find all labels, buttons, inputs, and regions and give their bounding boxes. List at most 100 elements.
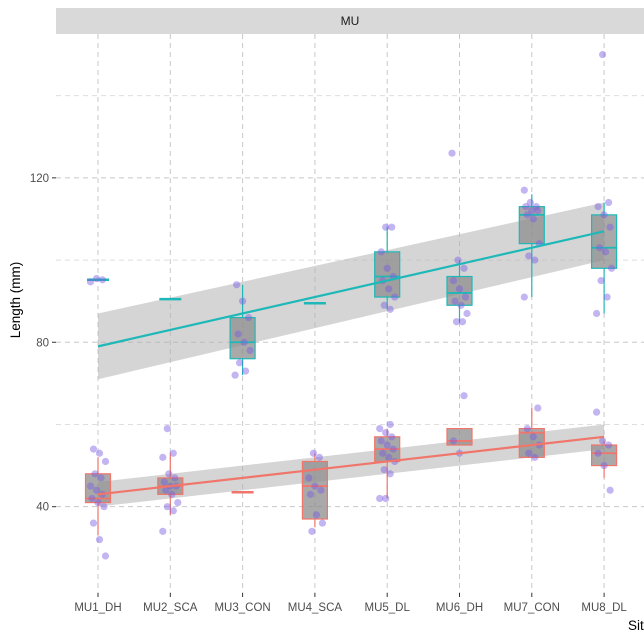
data-point	[305, 474, 313, 482]
data-point	[174, 498, 182, 507]
data-point	[98, 276, 107, 284]
data-point	[101, 552, 110, 560]
boxplot-box	[518, 206, 545, 245]
data-point	[311, 482, 319, 490]
data-point	[88, 494, 96, 503]
data-point	[597, 277, 605, 285]
y-tick-label: 40	[36, 502, 49, 514]
data-point	[376, 424, 384, 433]
data-point	[454, 256, 462, 264]
y-tick-label: 120	[30, 173, 49, 185]
data-point	[448, 149, 456, 157]
data-point	[318, 519, 326, 527]
y-tick-label: 80	[36, 337, 49, 349]
data-point	[606, 223, 614, 231]
data-point	[534, 404, 542, 412]
data-point	[306, 490, 314, 498]
data-point	[449, 437, 458, 445]
data-point	[159, 453, 167, 461]
data-point	[246, 346, 254, 355]
data-point	[388, 433, 396, 441]
data-point	[525, 449, 533, 457]
data-point	[315, 453, 323, 461]
boxplot-box	[590, 214, 618, 269]
data-point	[383, 264, 391, 272]
data-point	[168, 490, 176, 498]
data-point	[165, 470, 173, 478]
data-point	[599, 50, 607, 59]
x-axis-title: Site	[628, 618, 644, 633]
data-point	[169, 449, 177, 457]
data-point	[382, 429, 390, 437]
data-point	[171, 474, 179, 482]
data-point	[525, 252, 533, 260]
data-point	[233, 281, 241, 289]
data-point	[308, 527, 316, 535]
data-point	[309, 449, 317, 457]
data-point	[95, 449, 104, 457]
boxplots	[84, 194, 618, 536]
data-point	[451, 297, 459, 305]
data-points	[86, 50, 616, 560]
data-point	[532, 203, 540, 211]
data-point	[376, 494, 384, 503]
data-point	[596, 244, 604, 252]
data-point	[599, 437, 607, 445]
data-point	[163, 424, 171, 433]
trend-line	[97, 435, 605, 496]
data-point	[385, 285, 393, 293]
data-point	[89, 519, 98, 527]
data-point	[605, 198, 613, 207]
data-point	[101, 457, 110, 466]
data-point	[593, 408, 601, 416]
confidence-ribbon	[98, 202, 605, 380]
data-point	[520, 293, 528, 301]
x-tick-label: MU3_CON	[214, 602, 270, 614]
data-point	[526, 198, 534, 207]
x-tick-label: MU8_DL	[581, 602, 627, 614]
data-point	[455, 285, 464, 293]
data-point	[528, 207, 536, 215]
y-axis: 40 80 120	[30, 173, 56, 514]
data-point	[603, 293, 611, 301]
x-tick-label: MU6_DH	[436, 602, 483, 614]
data-point	[523, 424, 531, 433]
data-point	[391, 293, 399, 301]
data-point	[89, 445, 98, 453]
facet-strip-background	[56, 8, 644, 34]
data-point	[236, 359, 244, 367]
boxplot-box	[446, 275, 473, 306]
boxplot-box	[229, 317, 256, 360]
data-point	[95, 535, 104, 544]
data-point	[531, 256, 539, 264]
data-point	[86, 278, 95, 286]
x-tick-label: MU4_SCA	[288, 602, 343, 614]
data-point	[234, 330, 242, 338]
data-point	[457, 301, 465, 309]
facet-strip: MU	[56, 8, 644, 34]
data-point	[317, 486, 325, 494]
data-point	[600, 461, 608, 470]
x-tick-label: MU7_CON	[504, 602, 560, 614]
data-point	[97, 474, 105, 482]
data-point	[383, 441, 391, 449]
data-point	[92, 486, 101, 494]
data-point	[92, 274, 101, 283]
data-point	[594, 203, 602, 211]
data-point	[460, 392, 468, 400]
data-point	[100, 503, 108, 511]
data-point	[522, 203, 530, 211]
data-point	[379, 449, 387, 457]
data-point	[380, 301, 388, 309]
data-point	[602, 248, 610, 256]
data-point	[534, 207, 542, 215]
boxplot-box	[374, 251, 401, 298]
data-point	[388, 223, 396, 231]
data-point	[449, 277, 458, 285]
data-point	[242, 367, 250, 375]
data-point	[377, 248, 385, 256]
trend-line	[97, 230, 605, 348]
boxplot-box	[590, 444, 618, 467]
data-point	[523, 211, 531, 219]
data-point	[160, 478, 168, 486]
